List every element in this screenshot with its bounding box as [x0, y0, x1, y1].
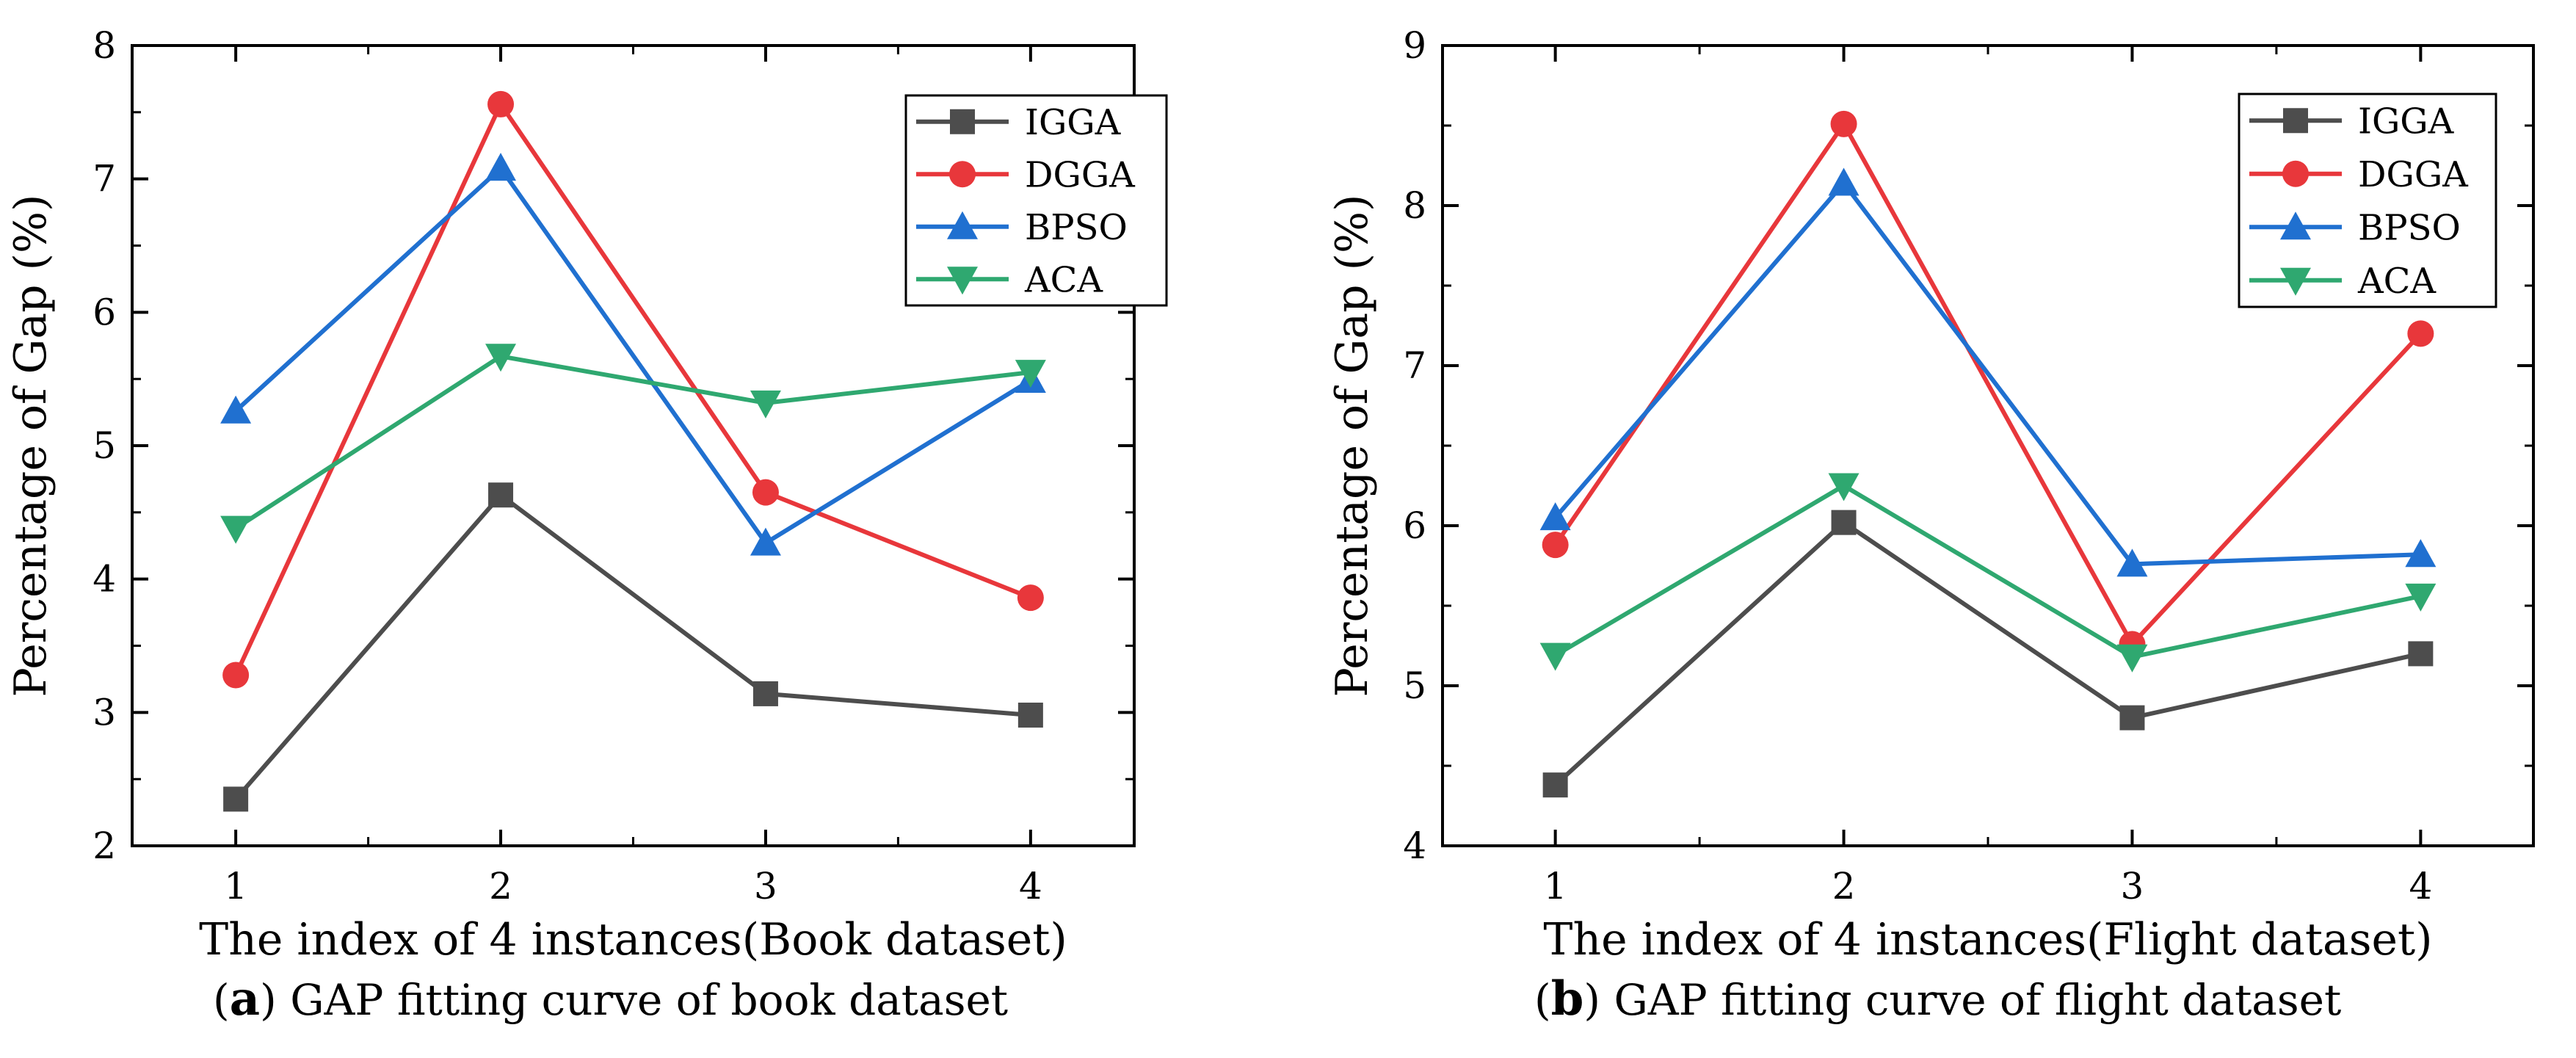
legend-label-dgga: DGGA	[2358, 154, 2469, 195]
panel-caption-text: GAP fitting curve of book dataset	[290, 975, 1008, 1025]
x-tick-label: 3	[2121, 865, 2144, 907]
legend-marker-aca	[947, 267, 978, 295]
x-tick-label: 2	[489, 865, 512, 907]
series-line-dgga	[233, 101, 1031, 676]
data-point-aca	[220, 515, 252, 544]
data-point-dgga	[1017, 584, 1044, 612]
legend-label-aca: ACA	[2357, 261, 2437, 302]
panel-caption-text: GAP fitting curve of flight dataset	[1614, 975, 2341, 1025]
y-axis-title: Percentage of Gap (%)	[1327, 195, 1378, 698]
data-point-aca	[1539, 642, 1571, 671]
y-tick-label: 9	[1403, 24, 1426, 67]
y-tick-label: 4	[1403, 825, 1426, 867]
x-tick-label: 4	[2409, 865, 2432, 907]
y-tick-label: 8	[92, 24, 116, 67]
legend-label-aca: ACA	[1024, 259, 1103, 300]
series-line-bpso	[234, 166, 1032, 546]
panel-letter: b	[1551, 971, 1584, 1026]
data-point-bpso	[1539, 502, 1571, 531]
legend-marker-bpso	[2280, 211, 2311, 240]
data-point-igga	[1017, 702, 1043, 728]
data-point-aca	[750, 390, 781, 419]
data-point-bpso	[485, 153, 517, 181]
x-tick-label: 3	[754, 865, 777, 907]
data-point-igga	[223, 786, 249, 812]
data-point-aca	[2405, 583, 2437, 612]
series-line-igga	[233, 493, 1031, 801]
y-tick-label: 6	[92, 291, 116, 333]
chart-panel-a: 2 3 4 5 6 7 8 1 2 3 4 IGGA DGGA BPSO ACA The index of 4…	[5, 24, 1168, 1026]
y-tick-label: 4	[92, 558, 116, 601]
legend-marker-igga	[2283, 108, 2308, 134]
data-point-dgga	[1542, 532, 1569, 559]
series-line-dgga	[1553, 121, 2423, 647]
legend-label-bpso: BPSO	[1025, 207, 1128, 248]
series-line-aca	[1554, 483, 2421, 659]
data-point-igga	[1542, 772, 1568, 798]
data-point-bpso	[220, 395, 252, 424]
y-tick-label: 2	[92, 825, 116, 867]
y-tick-label: 7	[92, 158, 116, 200]
data-point-bpso	[750, 527, 781, 556]
series-line-igga	[1553, 520, 2421, 787]
data-point-bpso	[2405, 539, 2437, 568]
data-point-aca	[485, 344, 517, 372]
legend-label-bpso: BPSO	[2358, 207, 2461, 248]
legend-marker-dgga	[2282, 160, 2309, 187]
legend-marker-bpso	[947, 211, 978, 239]
data-point-dgga	[487, 90, 515, 117]
series-line-aca	[234, 354, 1031, 531]
x-tick-label: 1	[1544, 865, 1567, 907]
x-tick-label: 4	[1019, 865, 1042, 907]
legend-label-igga: IGGA	[1025, 102, 1122, 143]
chart-panel-b: 4 5 6 7 8 9 1 2 3 4 IGGA DGGA BPSO ACA The index of 4 …	[1327, 24, 2535, 1026]
data-point-igga	[2119, 705, 2145, 731]
x-axis-title: The index of 4 instances(Flight dataset)	[1543, 914, 2432, 965]
data-point-dgga	[752, 479, 779, 506]
legend-marker-dgga	[949, 161, 976, 188]
panel-letter: a	[230, 971, 260, 1026]
data-point-aca	[1015, 360, 1046, 388]
y-tick-label: 5	[92, 424, 116, 467]
legend-marker-igga	[950, 109, 975, 134]
data-point-dgga	[1830, 110, 1857, 137]
x-axis-title: The index of 4 instances(Book dataset)	[199, 914, 1067, 965]
x-tick-label: 1	[224, 865, 247, 907]
y-tick-label: 5	[1403, 664, 1426, 707]
data-point-aca	[1828, 473, 1860, 501]
legend-marker-aca	[2280, 267, 2311, 296]
legend: IGGA DGGA BPSO ACA	[904, 94, 1168, 307]
y-tick-label: 7	[1403, 344, 1426, 387]
data-point-igga	[1831, 510, 1857, 535]
panel-caption: (a) GAP fitting curve of book dataset	[213, 971, 1008, 1026]
data-point-igga	[2408, 641, 2434, 667]
x-tick-label: 2	[1832, 865, 1856, 907]
data-point-dgga	[222, 662, 250, 689]
y-tick-label: 6	[1403, 504, 1426, 547]
data-point-igga	[488, 482, 514, 508]
series-line-bpso	[1553, 181, 2421, 567]
data-point-bpso	[2116, 548, 2148, 577]
panel-caption: (b) GAP fitting curve of flight dataset	[1534, 971, 2341, 1026]
legend-box	[2238, 93, 2497, 308]
y-tick-label: 8	[1403, 184, 1426, 227]
legend: IGGA DGGA BPSO ACA	[2238, 93, 2497, 308]
data-point-bpso	[1828, 167, 1860, 196]
legend-label-dgga: DGGA	[1025, 154, 1136, 195]
data-point-aca	[2116, 644, 2148, 673]
y-tick-label: 3	[92, 691, 116, 733]
data-point-dgga	[2407, 320, 2434, 347]
y-axis-title: Percentage of Gap (%)	[5, 195, 57, 698]
legend-label-igga: IGGA	[2358, 101, 2455, 142]
data-point-igga	[752, 681, 778, 706]
